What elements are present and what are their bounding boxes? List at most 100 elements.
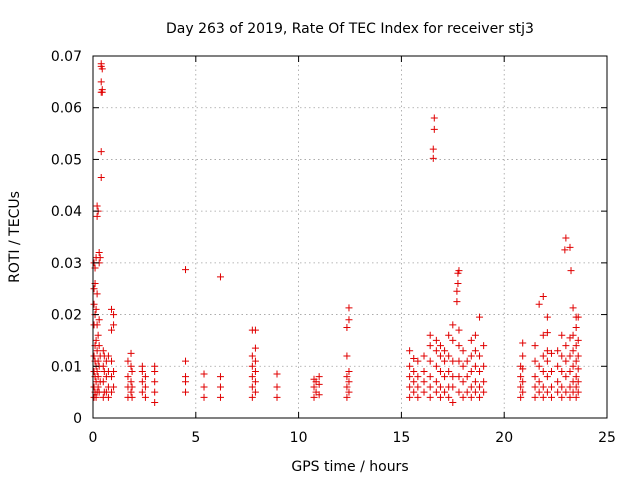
axis-ticks — [92, 55, 608, 419]
data-point — [480, 342, 488, 350]
data-point — [539, 331, 547, 339]
data-point — [108, 305, 116, 313]
data-point — [566, 352, 574, 360]
data-point — [441, 373, 449, 381]
data-point — [445, 331, 453, 339]
data-point — [543, 347, 551, 355]
data-point — [572, 393, 580, 401]
data-point — [414, 373, 422, 381]
data-point — [273, 383, 281, 391]
data-point — [92, 393, 100, 401]
y-tick-label: 0.01 — [51, 359, 82, 375]
data-point — [410, 388, 418, 396]
data-point — [519, 339, 527, 347]
data-point — [138, 362, 146, 370]
data-point — [414, 357, 422, 365]
x-tick-label: 0 — [89, 430, 98, 446]
data-point — [138, 378, 146, 386]
data-point — [429, 154, 437, 162]
data-point — [562, 342, 570, 350]
data-point — [406, 383, 414, 391]
data-point — [449, 398, 457, 406]
data-point — [128, 367, 136, 375]
data-point — [449, 336, 457, 344]
data-point — [420, 367, 428, 375]
data-point — [543, 388, 551, 396]
data-point — [517, 373, 525, 381]
data-point — [93, 367, 101, 375]
data-point — [410, 367, 418, 375]
y-tick-label: 0.06 — [51, 101, 82, 117]
data-point — [455, 373, 463, 381]
data-point — [574, 365, 582, 373]
data-point — [535, 388, 543, 396]
data-point — [455, 267, 463, 275]
data-point — [432, 378, 440, 386]
data-point — [441, 388, 449, 396]
y-tick-label: 0.02 — [51, 308, 82, 324]
data-point — [463, 388, 471, 396]
data-point — [480, 378, 488, 386]
data-point — [554, 362, 562, 370]
data-point — [273, 370, 281, 378]
plot-frame — [92, 55, 608, 419]
data-point — [572, 383, 580, 391]
data-point — [95, 342, 103, 350]
data-point — [420, 388, 428, 396]
data-point — [558, 331, 566, 339]
data-point — [426, 331, 434, 339]
data-point — [93, 212, 101, 220]
data-point — [467, 336, 475, 344]
data-point — [97, 60, 105, 68]
data-point — [420, 352, 428, 360]
data-point — [547, 393, 555, 401]
data-point — [216, 383, 224, 391]
x-tick-label: 20 — [495, 430, 513, 446]
data-point — [566, 243, 574, 251]
data-point — [94, 373, 102, 381]
data-point — [95, 316, 103, 324]
data-point — [569, 347, 577, 355]
data-point — [108, 357, 116, 365]
data-point — [539, 393, 547, 401]
data-point — [539, 383, 547, 391]
data-point — [182, 388, 190, 396]
data-point — [471, 378, 479, 386]
data-point — [97, 174, 105, 182]
data-point — [406, 373, 414, 381]
data-point — [343, 373, 351, 381]
data-point — [248, 373, 256, 381]
data-point — [410, 355, 418, 363]
data-point — [110, 311, 118, 319]
data-point — [251, 326, 259, 334]
data-point — [182, 373, 190, 381]
data-point — [566, 367, 574, 375]
data-point — [426, 342, 434, 350]
data-point — [547, 367, 555, 375]
data-point — [343, 352, 351, 360]
x-tick-label: 25 — [598, 430, 616, 446]
data-point — [216, 273, 224, 281]
data-point — [345, 316, 353, 324]
data-point — [562, 357, 570, 365]
data-point — [543, 313, 551, 321]
data-point — [459, 362, 467, 370]
data-point — [517, 383, 525, 391]
data-point — [200, 383, 208, 391]
data-point — [97, 148, 105, 156]
data-point — [426, 393, 434, 401]
data-point — [310, 393, 318, 401]
data-point — [572, 357, 580, 365]
y-tick-label: 0 — [73, 411, 82, 427]
data-point — [453, 298, 461, 306]
data-point — [535, 378, 543, 386]
data-point — [432, 388, 440, 396]
data-point — [543, 373, 551, 381]
data-point — [517, 393, 525, 401]
y-tick-label: 0.05 — [51, 152, 82, 168]
data-point — [572, 342, 580, 350]
data-point — [519, 352, 527, 360]
data-point — [455, 388, 463, 396]
data-point — [459, 393, 467, 401]
data-point — [535, 300, 543, 308]
